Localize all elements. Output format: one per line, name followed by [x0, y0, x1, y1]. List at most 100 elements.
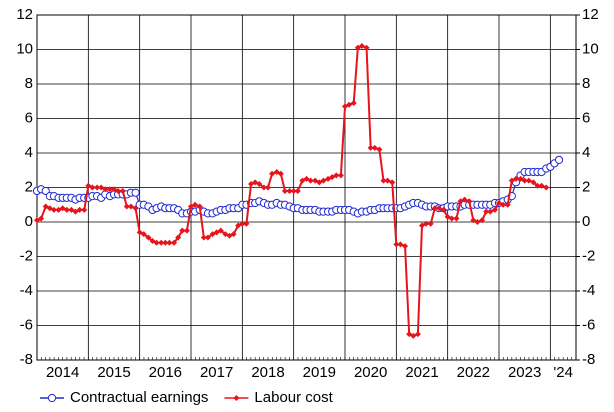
data-point [479, 217, 486, 224]
data-point [474, 219, 481, 225]
data-point [431, 205, 438, 212]
data-point [435, 205, 442, 212]
data-point [380, 177, 387, 184]
y2-tick-label: -8 [582, 351, 595, 368]
data-point [307, 177, 314, 184]
data-point [269, 170, 276, 177]
x-tick-label: 2017 [200, 364, 233, 381]
data-point [123, 203, 130, 210]
data-point [102, 186, 109, 193]
y2-tick-label: 4 [582, 144, 590, 161]
data-point [376, 146, 383, 153]
data-point [500, 201, 507, 208]
data-point [260, 184, 267, 191]
legend-marker [233, 395, 240, 401]
data-point [140, 231, 147, 238]
y2-tick-label: -4 [582, 282, 595, 299]
x-tick-label: 2016 [149, 364, 182, 381]
data-point [265, 184, 271, 191]
data-point [153, 239, 160, 246]
legend-label: Contractual earnings [70, 389, 208, 406]
data-point [131, 188, 140, 197]
y2-tick-label: 0 [582, 213, 590, 230]
data-point [538, 182, 545, 189]
data-point [204, 234, 211, 241]
x-tick-label: 2023 [508, 364, 541, 381]
data-point [217, 227, 224, 234]
data-point [63, 206, 70, 213]
data-point [427, 220, 434, 227]
data-point [491, 206, 498, 213]
data-point [333, 172, 340, 179]
y-tick-label: -8 [20, 351, 33, 368]
y-tick-label: -4 [20, 282, 33, 299]
data-point [38, 215, 45, 222]
x-tick-label: 2021 [405, 364, 438, 381]
data-point [286, 187, 293, 194]
data-point [543, 184, 550, 191]
data-point [423, 220, 430, 227]
data-point [402, 243, 409, 250]
data-point [371, 144, 378, 151]
data-point [393, 241, 400, 248]
x-tick-label: 2018 [251, 364, 284, 381]
data-point [483, 208, 490, 215]
data-point [525, 177, 532, 184]
data-point [363, 44, 370, 51]
y-tick-label: 10 [16, 40, 33, 57]
data-point [166, 239, 173, 246]
data-point [414, 331, 421, 338]
data-point [127, 203, 134, 210]
data-point [504, 201, 511, 208]
data-point [132, 205, 139, 212]
x-tick-label: 2019 [303, 364, 336, 381]
y-tick-label: 6 [25, 109, 33, 126]
data-point [145, 234, 152, 241]
data-point [76, 206, 83, 213]
data-point [106, 186, 113, 193]
data-point [200, 234, 207, 241]
data-point [294, 187, 301, 194]
data-point [367, 144, 374, 151]
data-point [320, 177, 327, 184]
data-point [440, 206, 447, 213]
legend-label: Labour cost [254, 389, 333, 406]
y2-tick-label: 10 [582, 40, 599, 57]
data-point [534, 182, 541, 189]
data-point [448, 215, 455, 222]
y-tick-label: 8 [25, 75, 33, 92]
data-point [554, 155, 564, 164]
data-point [50, 206, 57, 213]
y-tick-label: -2 [20, 247, 33, 264]
data-point [239, 220, 246, 227]
y-tick-label: 0 [25, 213, 33, 230]
y-tick-label: -6 [20, 316, 33, 333]
y-tick-label: 12 [16, 6, 33, 23]
data-point [281, 187, 288, 194]
x-tick-label: 2020 [354, 364, 387, 381]
data-point [183, 227, 190, 234]
y2-tick-label: -6 [582, 316, 595, 333]
y2-tick-label: -2 [582, 247, 595, 264]
x-tick-label: '24 [553, 364, 573, 381]
y2-tick-label: 2 [582, 178, 590, 195]
data-point [171, 239, 178, 246]
data-point [179, 227, 186, 234]
data-point [158, 239, 165, 246]
data-point [94, 184, 101, 191]
data-point [346, 101, 353, 108]
data-point [277, 170, 284, 177]
data-point [119, 187, 126, 194]
data-point [192, 201, 199, 208]
data-point [337, 172, 344, 179]
y-tick-label: 4 [25, 144, 33, 161]
y-tick-label: 2 [25, 178, 33, 195]
data-point [89, 184, 96, 191]
data-point [243, 220, 250, 227]
y2-tick-label: 12 [582, 6, 599, 23]
data-point [196, 203, 203, 210]
data-point [530, 179, 537, 186]
x-tick-label: 2015 [97, 364, 130, 381]
data-point [230, 231, 237, 238]
data-point [290, 187, 297, 194]
